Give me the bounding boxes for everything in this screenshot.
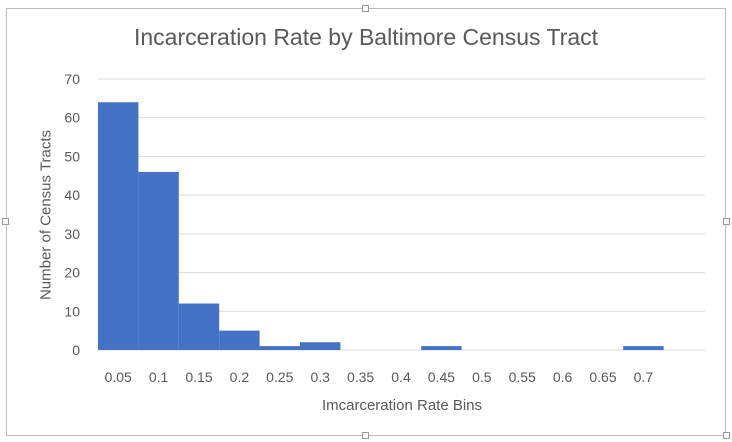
x-axis-label: Imcarceration Rate Bins <box>321 397 483 414</box>
bar <box>259 346 300 350</box>
x-tick-label: 0.5 <box>472 369 492 385</box>
resize-handle-bottom-right[interactable] <box>723 432 730 439</box>
x-tick-label: 0.6 <box>553 369 573 385</box>
chart-title: Incarceration Rate by Baltimore Census T… <box>133 24 599 50</box>
x-tick-label: 0.7 <box>634 369 654 385</box>
resize-handle-right[interactable] <box>723 218 730 225</box>
y-tick-label: 10 <box>64 303 80 319</box>
bar <box>138 171 179 350</box>
x-tick-label: 0.15 <box>185 369 212 385</box>
bars <box>98 102 664 350</box>
bar <box>219 330 260 350</box>
x-tick-label: 0.35 <box>347 369 374 385</box>
resize-handle-left[interactable] <box>2 218 9 225</box>
x-tick-labels: 0.05 0.1 0.15 0.2 0.25 0.3 0.35 0.4 0.45 0.5 0.55 0… <box>105 369 654 385</box>
x-tick-label: 0.45 <box>428 369 455 385</box>
x-tick-label: 0.2 <box>230 369 250 385</box>
y-tick-label: 70 <box>64 71 80 87</box>
y-tick-label: 40 <box>64 187 80 203</box>
y-tick-labels: 0 10 20 30 40 50 60 70 <box>64 71 80 358</box>
y-tick-label: 20 <box>64 265 80 281</box>
resize-handle-bottom[interactable] <box>362 432 369 439</box>
x-tick-label: 0.05 <box>105 369 132 385</box>
x-tick-label: 0.3 <box>310 369 330 385</box>
x-tick-label: 0.65 <box>589 369 616 385</box>
bar <box>300 342 341 350</box>
resize-handle-top[interactable] <box>362 5 369 12</box>
y-tick-label: 50 <box>64 148 80 164</box>
bar <box>98 102 139 350</box>
y-tick-label: 0 <box>72 342 80 358</box>
bar <box>178 303 220 350</box>
bar <box>421 346 462 350</box>
y-tick-label: 60 <box>64 110 80 126</box>
x-tick-label: 0.55 <box>509 369 536 385</box>
y-tick-label: 30 <box>64 226 80 242</box>
x-tick-label: 0.4 <box>391 369 411 385</box>
bar <box>623 346 664 350</box>
x-tick-label: 0.25 <box>266 369 293 385</box>
x-tick-label: 0.1 <box>149 369 169 385</box>
